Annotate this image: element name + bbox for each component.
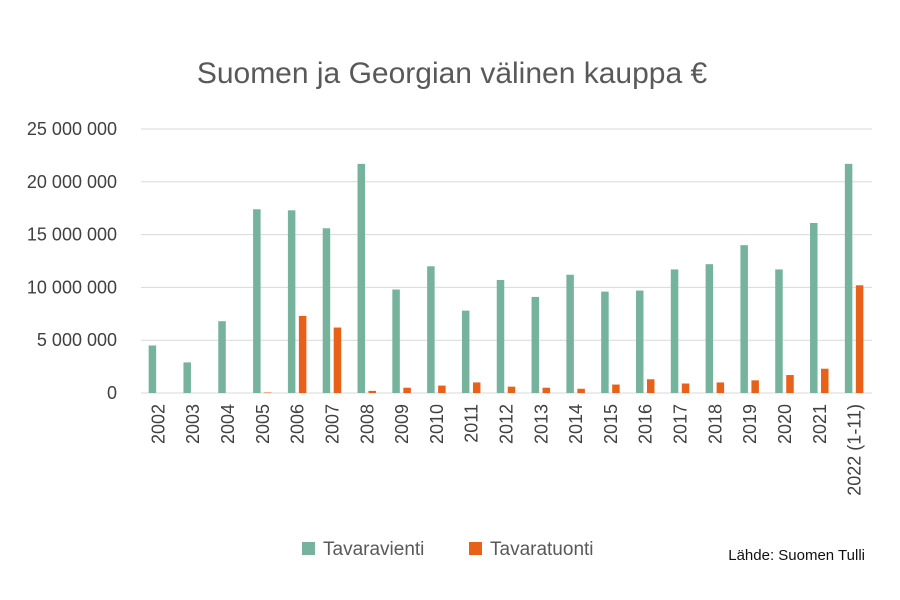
bar-tavaravienti: [392, 289, 400, 393]
y-tick-label: 5 000 000: [37, 330, 117, 350]
bar-tavaravienti: [531, 296, 540, 393]
bar-tavaratuonti: [333, 327, 342, 393]
bar-tavaratuonti: [681, 383, 690, 393]
source-note: Lähde: Suomen Tulli: [728, 547, 865, 564]
bar-tavaravienti: [705, 264, 714, 393]
x-tick-label: 2004: [218, 404, 238, 444]
x-tick-label: 2016: [636, 404, 656, 444]
x-tick-label: 2020: [775, 404, 795, 444]
x-tick-label: 2009: [392, 404, 412, 444]
y-tick-label: 20 000 000: [27, 172, 117, 192]
x-tick-label: 2007: [322, 404, 342, 444]
chart-title: Suomen ja Georgian välinen kauppa €: [197, 57, 708, 90]
x-tick-label: 2017: [671, 404, 691, 444]
x-tick-label: 2003: [183, 404, 203, 444]
bar-tavaratuonti: [612, 384, 620, 393]
x-tick-label: 2006: [288, 404, 308, 444]
bar-tavaravienti: [566, 274, 574, 393]
x-tick-label: 2012: [497, 404, 517, 444]
bar-tavaravienti: [287, 210, 296, 393]
bar-tavaravienti: [322, 228, 331, 393]
bar-tavaravienti: [670, 269, 679, 393]
y-axis-ticks: 0 5 000 000 10 000 000 15 000 000 20 000 000…: [27, 119, 117, 403]
bar-tavaratuonti: [264, 392, 272, 393]
bar-tavaravienti: [775, 269, 783, 393]
bar-tavaratuonti: [821, 368, 829, 393]
x-tick-label: 2008: [357, 404, 377, 444]
bar-tavaratuonti: [716, 382, 725, 393]
bar-tavaratuonti: [751, 380, 759, 393]
bar-tavaravienti: [427, 266, 435, 393]
bar-tavaratuonti: [542, 387, 551, 393]
bar-tavaravienti: [253, 209, 261, 393]
legend-swatch: [302, 542, 315, 555]
bar-tavaravienti: [635, 290, 644, 393]
bar-tavaratuonti: [298, 315, 307, 393]
bars: [148, 163, 864, 393]
x-tick-label: 2015: [601, 404, 621, 444]
bar-tavaratuonti: [368, 390, 377, 393]
x-tick-label: 2018: [705, 404, 725, 444]
bar-tavaravienti: [844, 163, 853, 393]
bar-tavaravienti: [740, 245, 748, 393]
x-tick-label: 2022 (1-11): [845, 404, 865, 496]
x-tick-label: 2013: [531, 404, 551, 444]
y-tick-label: 15 000 000: [27, 225, 117, 245]
bar-tavaratuonti: [438, 385, 446, 393]
bar-tavaratuonti: [577, 388, 585, 393]
x-tick-label: 2011: [462, 404, 482, 443]
y-tick-label: 25 000 000: [27, 119, 117, 139]
bar-tavaravienti: [601, 291, 609, 393]
x-tick-label: 2019: [740, 404, 760, 444]
bar-tavaravienti: [218, 321, 226, 393]
x-axis-ticks: 2002 2003 2004 2005 2006 2007 2008 2009 2010 2011…: [148, 404, 864, 496]
y-tick-label: 10 000 000: [27, 277, 117, 297]
bar-tavaratuonti: [472, 382, 481, 393]
bar-tavaratuonti: [646, 379, 655, 393]
bar-tavaravienti: [810, 222, 818, 393]
legend-swatch: [469, 542, 482, 555]
bar-tavaravienti: [148, 345, 157, 393]
legend-label: Tavaravienti: [323, 539, 424, 560]
bar-tavaratuonti: [403, 387, 411, 393]
x-tick-label: 2010: [427, 404, 447, 444]
bar-tavaravienti: [357, 163, 366, 393]
bar-tavaravienti: [496, 280, 505, 393]
gridlines: [141, 128, 872, 394]
legend-label: Tavaratuonti: [490, 539, 594, 560]
y-tick-label: 0: [107, 383, 117, 403]
legend: Tavaravienti Tavaratuonti: [302, 539, 594, 560]
bar-tavaravienti: [183, 362, 191, 393]
x-tick-label: 2002: [148, 404, 168, 444]
x-tick-label: 2021: [810, 404, 830, 444]
bar-tavaratuonti: [855, 285, 864, 393]
bar-tavaratuonti: [507, 386, 516, 393]
bar-tavaravienti: [461, 310, 470, 393]
bar-tavaratuonti: [786, 375, 794, 393]
x-tick-label: 2005: [253, 404, 273, 444]
x-tick-label: 2014: [566, 404, 586, 444]
